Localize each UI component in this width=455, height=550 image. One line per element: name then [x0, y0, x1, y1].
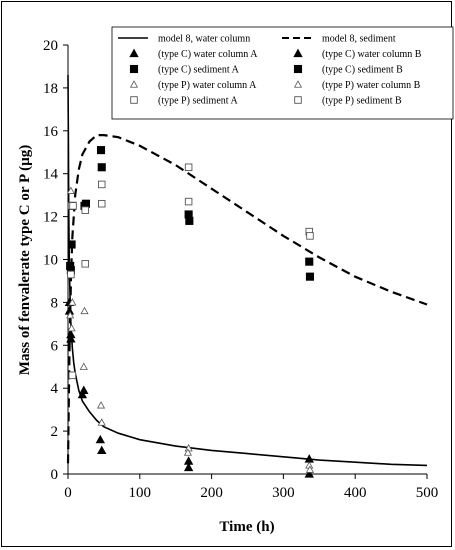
type-p-sediment-b-point — [69, 202, 77, 210]
legend-label: (type P) sediment B — [322, 96, 402, 107]
x-tick-label: 100 — [129, 485, 152, 501]
y-tick-label: 12 — [43, 210, 58, 226]
type-p-water-column-b-point — [79, 362, 88, 370]
legend-swatch-marker — [293, 64, 303, 74]
legend-label: (type C) sediment B — [322, 65, 403, 76]
x-tick-label: 500 — [416, 485, 439, 501]
y-tick-label: 4 — [51, 381, 59, 397]
type-c-water-column-b-point — [97, 445, 107, 455]
type-c-sediment-a-point — [96, 146, 106, 155]
type-c-water-column-b-point — [183, 462, 194, 472]
type-c-water-column-b-point — [66, 334, 76, 343]
axes: 0 100 200 300 400 500 0 2 4 6 8 10 12 14 16 18 20 — [43, 38, 438, 501]
legend-swatch-marker — [129, 48, 139, 58]
data-points — [64, 146, 315, 478]
type-p-water-column-a-point — [68, 298, 77, 306]
type-p-sediment-a-point — [184, 163, 193, 172]
x-tick-label: 300 — [272, 485, 295, 501]
y-tick-label: 18 — [43, 81, 58, 97]
type-p-water-column-b-point — [97, 418, 106, 426]
y-tick-label: 0 — [51, 467, 59, 483]
type-p-water-column-b-point — [66, 311, 75, 319]
type-p-sediment-a-point — [97, 180, 106, 189]
y-tick-label: 2 — [51, 424, 59, 440]
type-c-sediment-b-point — [97, 163, 106, 172]
model-sediment-curve — [66, 134, 428, 464]
y-tick-label: 16 — [43, 124, 59, 140]
y-tick-label: 14 — [43, 167, 59, 183]
legend-swatch-marker — [129, 80, 139, 88]
type-c-sediment-b-point — [185, 216, 194, 225]
type-c-sediment-a-point — [67, 240, 76, 249]
type-p-water-column-a-point — [96, 401, 106, 409]
legend-swatch-marker — [293, 48, 303, 58]
y-tick-label: 8 — [51, 295, 59, 311]
type-p-sediment-a-point — [67, 270, 75, 279]
model-curves — [66, 74, 428, 467]
type-p-water-column-b-point — [183, 448, 192, 456]
type-p-sediment-b-point — [81, 206, 89, 214]
y-tick-label: 6 — [51, 338, 59, 354]
legend-label: model 8, sediment — [322, 34, 396, 45]
legend-label: (type P) water column A — [158, 80, 257, 91]
legend-label: (type C) water column A — [158, 49, 258, 60]
legend-label: model 8, water column — [158, 34, 250, 45]
type-c-sediment-b-point — [305, 272, 315, 281]
type-c-water-column-b-point — [79, 385, 89, 394]
type-p-water-column-a-point — [66, 186, 75, 194]
legend-box — [111, 26, 454, 120]
legend-label: (type C) water column B — [322, 49, 422, 60]
type-p-sediment-a-point — [81, 260, 89, 268]
legend-swatch-marker — [293, 80, 303, 88]
type-c-water-column-a-point — [95, 434, 105, 444]
y-tick-label: 20 — [43, 38, 58, 54]
legend-label: (type P) sediment A — [158, 96, 238, 107]
x-tick-label: 0 — [64, 485, 72, 501]
type-p-sediment-b-point — [184, 197, 193, 206]
type-c-water-column-a-point — [77, 389, 88, 399]
legend-swatch-marker — [129, 64, 139, 74]
x-tick-label: 200 — [200, 485, 223, 501]
type-p-water-column-b-point — [305, 465, 315, 473]
legend-swatch-marker — [130, 96, 138, 104]
type-p-sediment-b-point — [306, 232, 314, 240]
legend-label: (type C) sediment A — [158, 65, 240, 76]
type-p-water-column-a-point — [80, 306, 89, 315]
legend-label: (type P) water column B — [322, 80, 421, 91]
y-tick-label: 10 — [43, 253, 58, 269]
type-p-sediment-a-point — [68, 371, 77, 380]
model-water-column-curve — [67, 74, 428, 467]
legend: model 8, water column model 8, sediment (t… — [111, 26, 454, 120]
x-tick-label: 400 — [344, 485, 367, 501]
y-axis-title: Mass of fenvalerate type C or P (µg) — [17, 145, 33, 375]
type-c-water-column-b-point — [304, 469, 314, 478]
legend-swatch-marker — [294, 96, 302, 104]
type-c-sediment-a-point — [305, 257, 314, 266]
type-p-sediment-b-point — [97, 199, 106, 208]
type-p-water-column-b-point — [67, 323, 76, 332]
x-axis-title: Time (h) — [219, 519, 274, 535]
